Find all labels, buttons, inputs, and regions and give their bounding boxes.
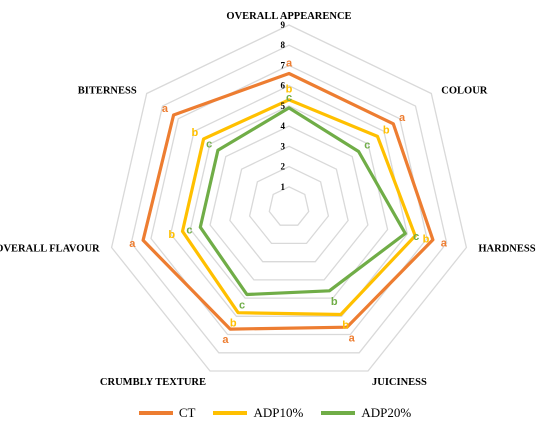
radial-tick-labels: 1 2 3 4 5 6 7 8 9 xyxy=(281,20,286,192)
axis-label-overall-flavour: OVERALL FLAVOUR xyxy=(0,244,100,255)
radar-series xyxy=(141,71,435,331)
axis-labels: OVERALL APPEARENCE COLOUR HARDNESS JUICINES… xyxy=(0,11,536,388)
axis-label-biterness: BITERNESS xyxy=(78,86,137,97)
legend-label-adp20: ADP20% xyxy=(361,405,412,420)
legend-item-adp20: ADP20% xyxy=(321,405,411,421)
sig-letter-ct-3: a xyxy=(349,332,356,344)
axis-label-overall-appearence: OVERALL APPEARENCE xyxy=(226,11,351,22)
tick-label-2: 2 xyxy=(281,162,286,172)
tick-label-8: 8 xyxy=(281,40,286,50)
radar-grid xyxy=(110,24,468,372)
legend: CT ADP10% ADP20% xyxy=(0,403,550,423)
sig-letter-adp10-3: b xyxy=(342,320,349,332)
grid-ring-4 xyxy=(209,125,369,281)
sig-letter-adp20-5: c xyxy=(186,225,192,237)
axis-label-crumbly-texture: CRUMBLY TEXTURE xyxy=(100,377,206,388)
grid-ring-6 xyxy=(169,84,409,317)
tick-label-6: 6 xyxy=(281,81,286,91)
axis-label-colour: COLOUR xyxy=(441,86,488,97)
legend-item-adp10: ADP10% xyxy=(213,405,303,421)
tick-label-7: 7 xyxy=(281,60,286,70)
axis-label-hardness: HARDNESS xyxy=(478,244,535,255)
sig-letter-adp20-2: c xyxy=(413,231,419,243)
grid-ring-8 xyxy=(130,44,448,354)
grid-ring-5 xyxy=(189,105,389,299)
sig-letter-adp20-1: c xyxy=(364,140,370,152)
axis-label-juiciness: JUICINESS xyxy=(372,377,427,388)
legend-swatch-adp10 xyxy=(213,411,248,415)
sig-letter-ct-1: a xyxy=(399,112,406,124)
grid-ring-9 xyxy=(110,24,468,372)
sig-letter-ct-5: a xyxy=(129,238,136,250)
grid-ring-3 xyxy=(229,145,349,263)
sig-letter-adp10-5: b xyxy=(168,229,175,241)
series-ct xyxy=(141,71,435,331)
sig-letter-adp10-1: b xyxy=(383,125,390,137)
legend-item-ct: CT xyxy=(138,405,196,421)
grid-ring-1 xyxy=(268,186,310,226)
sig-letter-adp20-4: c xyxy=(239,300,245,312)
legend-label-ct: CT xyxy=(178,405,196,420)
legend-swatch-adp20 xyxy=(321,411,356,415)
sig-letter-adp20-6: c xyxy=(206,138,212,150)
sig-letter-adp20-0: c xyxy=(286,92,292,104)
tick-label-4: 4 xyxy=(281,121,286,131)
series-adp20 xyxy=(198,106,407,297)
tick-label-9: 9 xyxy=(281,20,286,30)
sig-letter-ct-4: a xyxy=(222,334,229,346)
sig-letter-adp10-2: b xyxy=(423,233,430,245)
sig-letter-ct-2: a xyxy=(441,237,448,249)
sig-letter-ct-0: a xyxy=(286,57,293,69)
sig-letter-adp10-4: b xyxy=(230,318,237,330)
sig-letter-ct-6: a xyxy=(162,103,169,115)
sig-letter-adp10-6: b xyxy=(192,127,199,139)
sig-letter-adp20-3: b xyxy=(331,296,338,308)
legend-swatch-ct xyxy=(138,411,173,415)
series-adp10 xyxy=(180,98,417,317)
grid-ring-7 xyxy=(150,64,428,336)
sig-letter-adp10-0: b xyxy=(286,84,293,96)
tick-label-3: 3 xyxy=(281,141,286,151)
legend-label-adp10: ADP10% xyxy=(253,405,304,420)
tick-label-5: 5 xyxy=(281,101,286,111)
tick-label-1: 1 xyxy=(281,182,286,192)
grid-ring-2 xyxy=(248,165,330,245)
